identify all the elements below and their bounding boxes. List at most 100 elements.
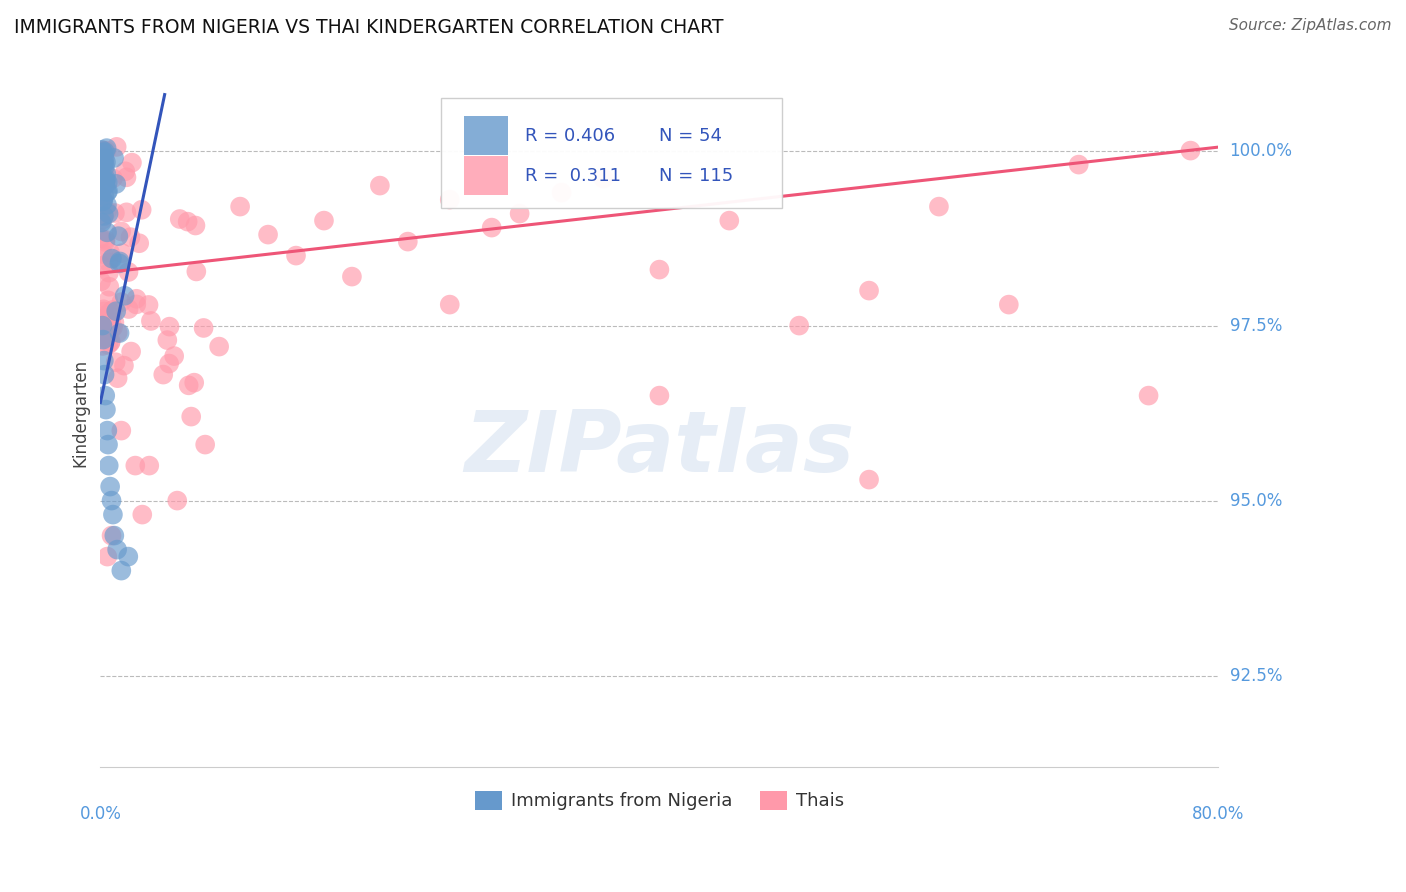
- Point: [285, 249, 308, 263]
- Point: [138, 458, 160, 473]
- Point: [94, 235, 117, 249]
- Point: [107, 371, 129, 385]
- Point: [104, 355, 127, 369]
- Point: [93, 189, 115, 203]
- Point: [94, 233, 117, 247]
- Point: [928, 200, 950, 214]
- Point: [91, 194, 114, 209]
- Point: [169, 212, 191, 227]
- Point: [998, 297, 1021, 311]
- Point: [107, 229, 129, 244]
- Point: [98, 335, 121, 350]
- Point: [100, 528, 122, 542]
- Point: [101, 508, 124, 522]
- Text: N = 54: N = 54: [659, 127, 723, 145]
- Point: [101, 171, 124, 186]
- Point: [115, 205, 138, 219]
- Point: [93, 368, 115, 382]
- Text: R = 0.406: R = 0.406: [526, 127, 616, 145]
- Point: [91, 330, 114, 344]
- Point: [97, 458, 120, 473]
- Point: [104, 206, 127, 220]
- Point: [91, 333, 114, 347]
- Point: [97, 437, 120, 451]
- Point: [312, 213, 335, 227]
- Point: [91, 330, 114, 344]
- Point: [100, 493, 122, 508]
- Point: [186, 264, 208, 278]
- Point: [91, 212, 114, 227]
- Point: [108, 326, 131, 340]
- Point: [858, 473, 880, 487]
- Point: [97, 207, 120, 221]
- Point: [91, 180, 114, 194]
- Point: [97, 176, 120, 190]
- Point: [115, 170, 138, 185]
- Point: [94, 172, 117, 186]
- Point: [94, 145, 117, 159]
- Point: [94, 174, 117, 188]
- Point: [91, 145, 114, 160]
- Point: [93, 174, 115, 188]
- Point: [94, 155, 117, 169]
- Point: [91, 194, 114, 208]
- Point: [90, 208, 112, 222]
- Point: [94, 322, 117, 336]
- Point: [183, 376, 205, 390]
- Point: [91, 153, 114, 167]
- Point: [1137, 388, 1160, 402]
- Point: [96, 185, 118, 199]
- Point: [257, 227, 280, 242]
- Text: 80.0%: 80.0%: [1192, 805, 1244, 823]
- Point: [96, 225, 118, 239]
- Point: [97, 293, 120, 308]
- FancyBboxPatch shape: [441, 98, 782, 208]
- Point: [152, 368, 174, 382]
- Legend: Immigrants from Nigeria, Thais: Immigrants from Nigeria, Thais: [468, 784, 851, 818]
- Point: [128, 236, 150, 251]
- Point: [159, 319, 181, 334]
- Point: [180, 409, 202, 424]
- Point: [592, 171, 614, 186]
- Point: [439, 297, 461, 311]
- Point: [100, 322, 122, 336]
- Point: [117, 301, 139, 316]
- Text: N = 115: N = 115: [659, 168, 734, 186]
- Point: [90, 231, 112, 245]
- Point: [138, 298, 160, 312]
- Point: [120, 344, 142, 359]
- Point: [110, 224, 132, 238]
- Point: [176, 214, 198, 228]
- FancyBboxPatch shape: [464, 156, 509, 195]
- Point: [550, 186, 572, 200]
- Y-axis label: Kindergarten: Kindergarten: [72, 359, 89, 467]
- Point: [718, 213, 741, 227]
- Point: [91, 311, 114, 326]
- Point: [125, 297, 148, 311]
- Point: [96, 549, 118, 564]
- Point: [120, 230, 142, 244]
- Point: [90, 143, 112, 157]
- Point: [787, 318, 810, 333]
- Point: [90, 274, 112, 288]
- Point: [90, 170, 112, 185]
- Point: [124, 458, 146, 473]
- Point: [93, 163, 115, 178]
- Point: [105, 304, 128, 318]
- Point: [91, 202, 114, 217]
- Point: [157, 357, 180, 371]
- Point: [110, 295, 132, 310]
- Point: [208, 340, 231, 354]
- Point: [90, 145, 112, 160]
- Point: [101, 320, 124, 334]
- Point: [396, 235, 419, 249]
- Point: [166, 493, 188, 508]
- Point: [91, 318, 114, 333]
- Point: [163, 349, 186, 363]
- Text: 100.0%: 100.0%: [1230, 142, 1292, 160]
- Point: [131, 202, 153, 217]
- Point: [96, 204, 118, 219]
- Point: [90, 259, 112, 273]
- Point: [96, 144, 118, 158]
- Point: [111, 246, 134, 260]
